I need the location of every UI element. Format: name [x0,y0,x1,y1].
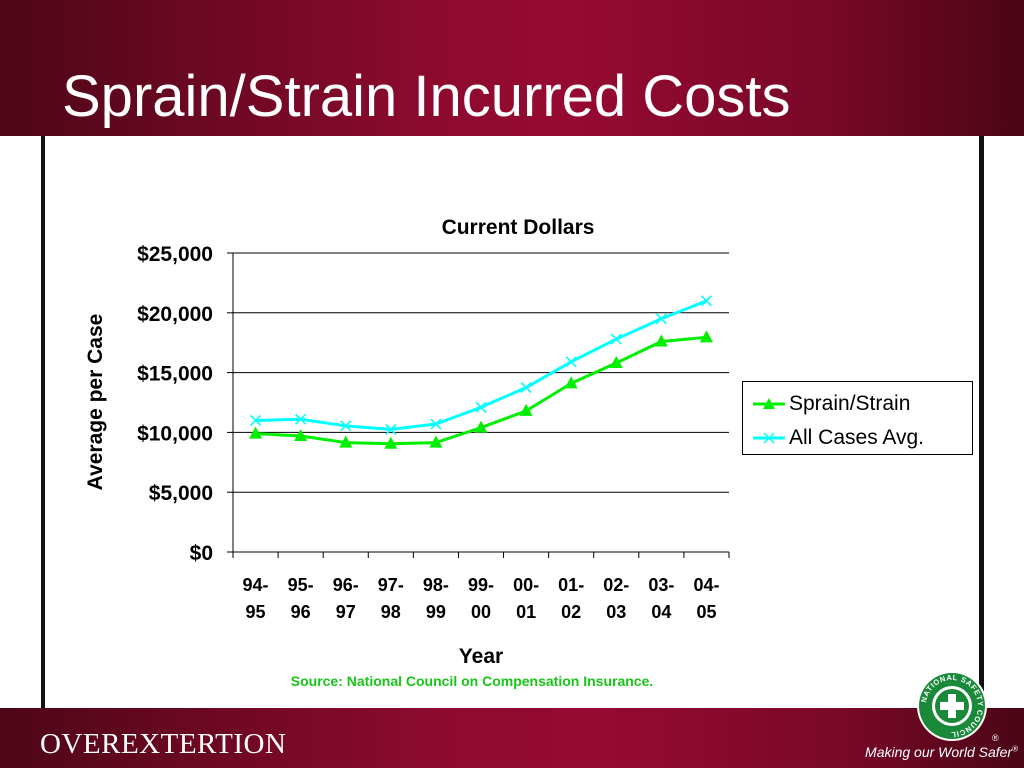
safety-council-logo-icon: NATIONAL SAFETY COUNCIL [917,671,987,741]
data-point [429,435,443,448]
data-point [519,403,533,416]
data-point [339,435,353,448]
triangle-marker-icon [753,398,785,409]
x-tick-label: 97 [336,602,356,622]
line-chart: Current Dollars Average per Case Year $0… [84,216,730,668]
x-tick-label: 94- [243,575,269,595]
x-marker-icon [753,432,785,444]
data-point [294,428,308,441]
x-tick-label: 02- [603,575,629,595]
tagline-mark: ® [1012,744,1018,754]
data-point [700,295,713,307]
data-point [699,330,713,343]
y-tick-label: $25,000 [137,243,213,266]
y-tick-label: $5,000 [149,482,213,505]
x-tick-label: 98 [381,602,401,622]
y-axis-label: Average per Case [84,314,107,491]
x-tick-labels: 94- 95 95- 96 96- 97 97- 98 98- 99 99- 00 00- 01 01- 02… [243,575,720,622]
footer-banner: OVEREXTERTION Making our World Safer® [0,708,1024,768]
y-tick-label: $20,000 [137,303,213,326]
y-tick-label: $0 [190,542,213,565]
x-tick-label: 03 [606,602,626,622]
data-point [249,414,262,427]
data-point [385,423,397,435]
data-point [520,381,532,394]
chart-title: Current Dollars [442,216,595,239]
x-tick-label: 04- [693,575,719,595]
y-tick-labels: $0 $5,000 $10,000 $15,000 $20,000 $25,000 [137,243,213,565]
data-point [430,418,442,430]
y-tick-label: $15,000 [137,363,213,386]
x-tick-label: 99 [426,602,446,622]
data-point [565,356,577,368]
data-point [340,420,352,432]
gridlines [233,252,729,493]
content-border-left [41,136,45,708]
x-tick-label: 98- [423,575,449,595]
axes [227,252,730,558]
data-point [609,356,623,369]
legend-item-all-cases: All Cases Avg. [753,424,924,452]
x-tick-label: 95- [288,575,314,595]
data-point [295,413,307,425]
y-tick-label: $10,000 [137,422,213,445]
legend-label-sprain-strain: Sprain/Strain [789,392,911,415]
x-tick-label: 97- [378,575,404,595]
chart-legend: Sprain/Strain All Cases Avg. [742,381,973,455]
legend-label-all-cases: All Cases Avg. [789,426,925,449]
data-point [655,313,667,325]
data-point [564,376,578,389]
content-border-right [979,136,984,708]
x-tick-label: 96 [291,602,311,622]
data-point [249,426,263,439]
x-tick-label: 04 [651,602,671,622]
series-line [255,299,708,431]
x-tick-label: 01 [516,602,536,622]
tagline-text: Making our World Safer [865,744,1013,760]
x-tick-label: 00 [471,602,491,622]
data-point [610,333,622,345]
title-banner: Sprain/Strain Incurred Costs [0,0,1024,136]
data-point [475,401,487,413]
legend-item-sprain-strain: Sprain/Strain [753,390,910,418]
x-tick-label: 95 [246,602,266,622]
x-tick-label: 05 [696,602,716,622]
x-tick-label: 00- [513,575,539,595]
data-point [384,436,398,449]
x-tick-label: 01- [558,575,584,595]
x-axis-label: Year [459,645,503,668]
footer-label: OVEREXTERTION [40,728,287,760]
tagline: Making our World Safer® [865,744,1018,760]
x-tick-label: 03- [648,575,674,595]
data-point [474,420,488,433]
registered-mark: ® [992,733,999,743]
x-tick-label: 96- [333,575,359,595]
data-point [654,334,668,347]
x-tick-label: 02 [561,602,581,622]
data-series [249,295,713,449]
x-tick-label: 99- [468,575,494,595]
slide-title: Sprain/Strain Incurred Costs [62,64,791,129]
source-note: Source: National Council on Compensation… [290,673,654,689]
